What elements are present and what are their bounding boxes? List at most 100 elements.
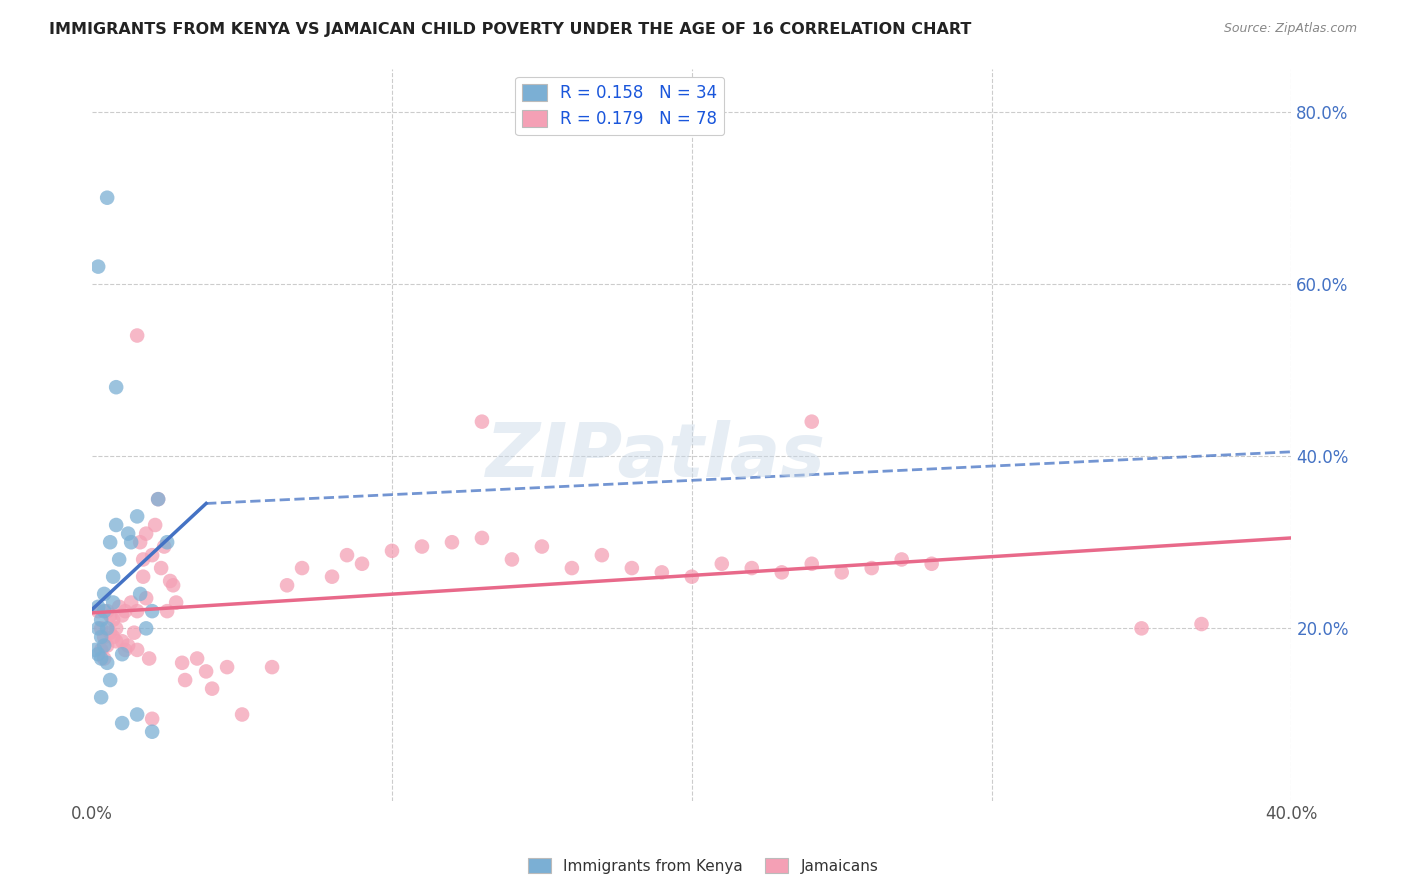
Text: IMMIGRANTS FROM KENYA VS JAMAICAN CHILD POVERTY UNDER THE AGE OF 16 CORRELATION : IMMIGRANTS FROM KENYA VS JAMAICAN CHILD …: [49, 22, 972, 37]
Legend: R = 0.158   N = 34, R = 0.179   N = 78: R = 0.158 N = 34, R = 0.179 N = 78: [516, 77, 724, 135]
Point: [1191, 617, 1213, 632]
Point: [336, 548, 359, 562]
Point: [156, 604, 179, 618]
Point: [96, 191, 118, 205]
Point: [93, 639, 115, 653]
Point: [96, 621, 118, 635]
Point: [141, 604, 163, 618]
Point: [120, 535, 142, 549]
Point: [800, 415, 823, 429]
Point: [471, 415, 494, 429]
Point: [111, 634, 134, 648]
Point: [84, 643, 107, 657]
Point: [132, 570, 155, 584]
Point: [440, 535, 463, 549]
Point: [741, 561, 763, 575]
Point: [111, 608, 134, 623]
Point: [87, 647, 110, 661]
Point: [101, 630, 124, 644]
Point: [921, 557, 943, 571]
Point: [146, 492, 169, 507]
Point: [111, 716, 134, 731]
Point: [93, 651, 115, 665]
Point: [138, 651, 160, 665]
Point: [710, 557, 733, 571]
Point: [87, 260, 110, 274]
Point: [471, 531, 494, 545]
Point: [98, 608, 121, 623]
Point: [90, 621, 112, 635]
Point: [101, 613, 124, 627]
Point: [651, 566, 673, 580]
Point: [890, 552, 912, 566]
Point: [129, 587, 152, 601]
Point: [90, 613, 112, 627]
Point: [135, 621, 157, 635]
Point: [117, 639, 139, 653]
Point: [530, 540, 553, 554]
Point: [96, 604, 118, 618]
Point: [87, 599, 110, 614]
Point: [770, 566, 793, 580]
Point: [129, 535, 152, 549]
Point: [681, 570, 703, 584]
Point: [411, 540, 433, 554]
Point: [501, 552, 523, 566]
Point: [135, 591, 157, 606]
Point: [93, 630, 115, 644]
Point: [108, 552, 131, 566]
Point: [90, 630, 112, 644]
Point: [114, 604, 136, 618]
Point: [591, 548, 613, 562]
Point: [201, 681, 224, 696]
Point: [262, 660, 284, 674]
Point: [111, 647, 134, 661]
Text: ZIPatlas: ZIPatlas: [486, 420, 825, 493]
Point: [165, 595, 187, 609]
Point: [153, 540, 176, 554]
Point: [141, 712, 163, 726]
Point: [105, 634, 128, 648]
Point: [135, 526, 157, 541]
Point: [291, 561, 314, 575]
Point: [127, 604, 149, 618]
Point: [96, 639, 118, 653]
Point: [96, 656, 118, 670]
Point: [350, 557, 373, 571]
Point: [114, 643, 136, 657]
Point: [98, 673, 121, 687]
Point: [620, 561, 643, 575]
Point: [1130, 621, 1153, 635]
Point: [87, 621, 110, 635]
Point: [105, 621, 128, 635]
Point: [162, 578, 184, 592]
Point: [120, 595, 142, 609]
Point: [117, 526, 139, 541]
Point: [146, 492, 169, 507]
Point: [98, 535, 121, 549]
Point: [800, 557, 823, 571]
Point: [122, 625, 145, 640]
Point: [831, 566, 853, 580]
Point: [195, 665, 218, 679]
Point: [276, 578, 298, 592]
Point: [231, 707, 253, 722]
Point: [127, 509, 149, 524]
Point: [127, 328, 149, 343]
Point: [90, 651, 112, 665]
Point: [93, 604, 115, 618]
Point: [127, 707, 149, 722]
Point: [159, 574, 181, 588]
Point: [105, 380, 128, 394]
Point: [561, 561, 583, 575]
Point: [87, 604, 110, 618]
Point: [90, 690, 112, 705]
Point: [105, 518, 128, 533]
Point: [93, 587, 115, 601]
Point: [217, 660, 239, 674]
Point: [127, 643, 149, 657]
Legend: Immigrants from Kenya, Jamaicans: Immigrants from Kenya, Jamaicans: [522, 852, 884, 880]
Point: [90, 643, 112, 657]
Point: [156, 535, 179, 549]
Point: [141, 548, 163, 562]
